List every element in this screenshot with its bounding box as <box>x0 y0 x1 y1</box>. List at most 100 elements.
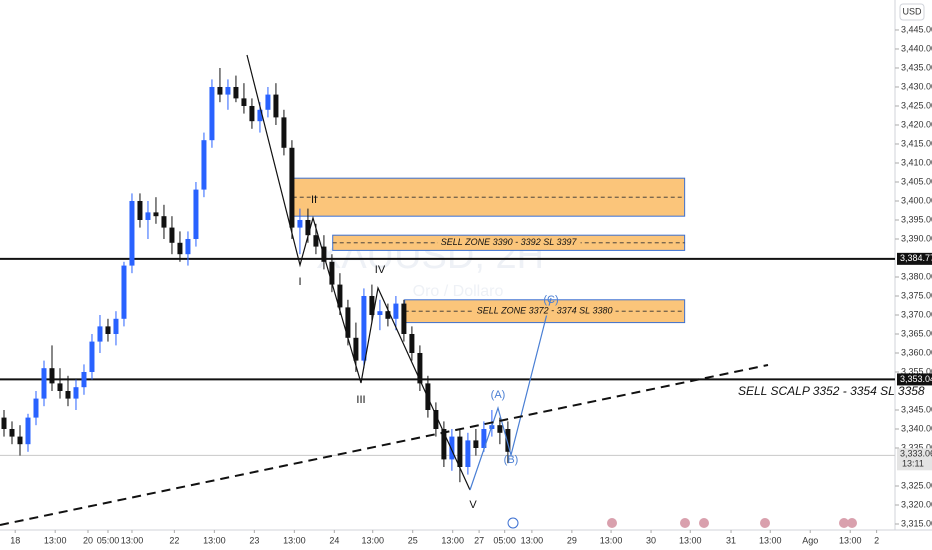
x-tick-label: 30 <box>646 535 656 545</box>
x-tick-label: 05:00 <box>97 535 120 545</box>
x-tick-label: 24 <box>329 535 339 545</box>
candle-body <box>41 368 47 399</box>
y-tick-label: 3,400.000 <box>901 195 932 205</box>
event-icons <box>507 517 857 529</box>
wave-label: (B) <box>504 454 519 466</box>
x-tick-label: 27 <box>474 535 484 545</box>
x-tick-label: 22 <box>169 535 179 545</box>
candle-body <box>49 368 55 384</box>
candle-body <box>9 428 15 437</box>
price-label: 3,384.773 <box>900 253 932 263</box>
candle-body <box>169 227 175 243</box>
candle-body <box>25 417 31 445</box>
candle-body <box>73 387 79 399</box>
candle-body <box>249 105 255 122</box>
event-icon <box>607 518 617 528</box>
wave-label: (C) <box>543 294 558 306</box>
candle-body <box>89 341 95 372</box>
candle-body <box>353 337 359 361</box>
y-tick-label: 3,415.000 <box>901 138 932 148</box>
event-icon <box>847 518 857 528</box>
candle-body <box>201 140 207 190</box>
candle-body <box>385 311 391 319</box>
event-icon <box>507 517 519 529</box>
y-tick-label: 3,360.000 <box>901 347 932 357</box>
event-icon <box>680 518 690 528</box>
zone-label-bg <box>473 305 616 316</box>
impulse-wave <box>246 54 471 491</box>
y-tick-label: 3,445.000 <box>901 24 932 34</box>
candle-body <box>265 94 271 110</box>
y-tick-label: 3,355.000 <box>901 366 932 376</box>
candle-body <box>105 326 111 334</box>
candle-body <box>329 261 335 285</box>
y-tick-label: 3,375.000 <box>901 290 932 300</box>
x-tick-label: 13:00 <box>521 535 544 545</box>
candle-body <box>481 428 487 448</box>
x-tick-label: 31 <box>726 535 736 545</box>
candle-body <box>209 86 215 141</box>
candle-body <box>361 295 367 361</box>
y-tick-label: 3,365.000 <box>901 328 932 338</box>
candle-body <box>441 428 447 460</box>
zone-label: SELL ZONE 3390 - 3392 SL 3397 <box>441 237 578 247</box>
candle-body <box>121 265 127 319</box>
candle-body <box>137 200 143 220</box>
x-tick-label: 13:00 <box>121 535 144 545</box>
x-tick-label: 13:00 <box>759 535 782 545</box>
candle-body <box>257 109 263 122</box>
candle-body <box>369 295 375 315</box>
x-tick-label: 25 <box>408 535 418 545</box>
candle-body <box>281 117 287 148</box>
candle-body <box>185 238 191 255</box>
event-icon <box>699 518 709 528</box>
y-tick-label: 3,380.000 <box>901 271 932 281</box>
x-tick-label: Ago <box>802 535 818 545</box>
zone-label: SELL ZONE 3372 - 3374 SL 3380 <box>477 306 613 316</box>
price-label-bg <box>897 252 932 265</box>
y-tick-label: 3,395.000 <box>901 214 932 224</box>
y-tick-label: 3,425.000 <box>901 100 932 110</box>
candle-body <box>1 417 7 429</box>
x-tick-label: 13:00 <box>600 535 623 545</box>
y-tick-label: 3,390.000 <box>901 233 932 243</box>
y-tick-label: 3,340.000 <box>901 423 932 433</box>
candle-body <box>393 303 399 319</box>
candle-body <box>433 409 439 429</box>
candle-body <box>305 219 311 236</box>
x-tick-label: 2 <box>874 535 879 545</box>
price-label: 3,353.046 <box>900 374 932 384</box>
x-tick-label: 13:00 <box>441 535 464 545</box>
y-tick-label: 3,435.000 <box>901 62 932 72</box>
currency-box <box>899 3 925 21</box>
candle-body <box>217 86 223 95</box>
price-label-bg <box>897 373 932 386</box>
candle-body <box>17 436 23 445</box>
candle-body <box>273 94 279 118</box>
candle-body <box>417 352 423 384</box>
scalp-label: SELL SCALP 3352 - 3354 SL 3358 <box>738 384 925 398</box>
event-icon <box>839 518 849 528</box>
wave-label: (A) <box>491 389 506 401</box>
watermark-name: Oro / Dollaro <box>413 283 504 300</box>
candle-body <box>33 398 39 418</box>
candle-body <box>57 383 63 391</box>
candle-body <box>65 390 71 399</box>
y-tick-label: 3,430.000 <box>901 81 932 91</box>
x-tick-label: 13:00 <box>283 535 306 545</box>
x-tick-label: 29 <box>567 535 577 545</box>
y-tick-label: 3,345.000 <box>901 404 932 414</box>
y-tick-label: 3,420.000 <box>901 119 932 129</box>
candle-body <box>97 326 103 342</box>
candle-body <box>225 86 231 95</box>
candle-body <box>409 333 415 353</box>
y-tick-label: 3,410.000 <box>901 157 932 167</box>
x-tick-label: 13:00 <box>361 535 384 545</box>
candle-body <box>457 436 463 467</box>
candle-body <box>177 242 183 255</box>
x-tick-label: 13:00 <box>679 535 702 545</box>
x-tick-label: 13:00 <box>839 535 862 545</box>
x-tick-label: 05:00 <box>493 535 516 545</box>
zone-label-bg <box>437 237 581 248</box>
